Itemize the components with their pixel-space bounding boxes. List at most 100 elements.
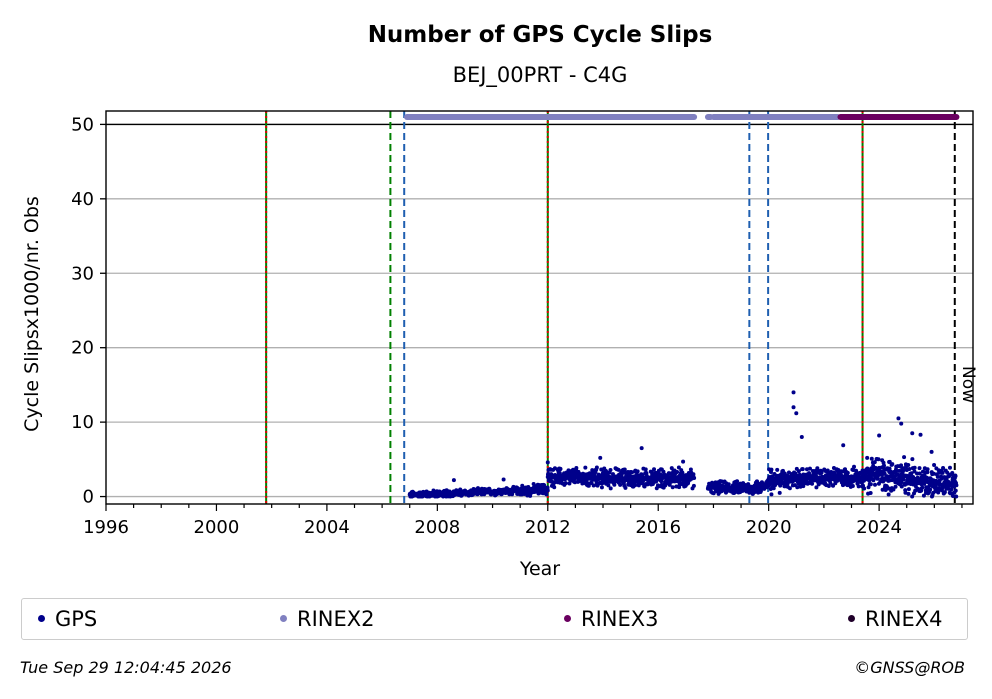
gps-point [931,471,936,476]
gps-point [608,467,613,472]
gps-point [886,492,891,497]
gps-point [558,466,563,471]
gps-point [618,482,623,487]
plot-frame [105,110,974,505]
gps-point [688,467,693,472]
legend-label-gps: GPS [55,607,98,631]
legend-item-rinex2: RINEX2 [280,607,375,631]
chart-title: Number of GPS Cycle Slips [368,22,713,48]
gps-point [950,470,955,475]
gps-point [663,483,668,488]
gps-point [866,485,871,490]
rinex3-marker-icon [564,614,571,622]
gps-point [574,465,579,470]
gps-point [635,469,640,474]
gps-point [947,465,952,470]
gps-point [831,483,836,488]
gps-point [755,479,760,484]
gps-point [954,483,959,488]
gps-point [919,488,924,493]
gps-point [902,455,907,460]
gps-point [873,482,878,487]
gps-outlier-point [918,432,923,437]
x-tick-label: 2024 [856,517,902,538]
gps-point [909,471,914,476]
x-axis-label: Year [519,558,560,580]
gps-point [773,483,778,488]
gps-point [852,464,857,469]
gps-point [890,462,895,467]
gps-point [606,483,611,488]
chart-subtitle: BEJ_00PRT - C4G [453,63,628,88]
gps-point [800,467,805,472]
gps-point [893,484,898,489]
gps-point [804,467,809,472]
gps-point [810,481,815,486]
y-tick-label: 40 [71,189,94,210]
gps-marker-icon [38,614,45,622]
gps-outlier-point [545,460,550,465]
gps-point [901,477,906,482]
gps-point [950,493,955,498]
gps-point [917,466,922,471]
gps-point [932,463,937,468]
gps-point [862,486,867,491]
legend-label-rinex3: RINEX3 [581,607,659,631]
gps-point [599,485,604,490]
gps-point [953,474,958,479]
y-axis-label: Cycle Slipsx1000/nr. Obs [21,196,43,432]
gps-point [775,467,780,472]
legend-label-rinex2: RINEX2 [297,607,375,631]
gps-point [910,457,915,462]
gps-point [910,494,915,499]
gps-point [850,484,855,489]
gps-point [856,484,861,489]
gps-point [586,483,591,488]
x-tick-label: 1996 [83,517,129,538]
gps-point [906,487,911,492]
gps-point [786,470,791,475]
y-tick-label: 30 [71,263,94,284]
rinex4-marker-icon [848,614,855,622]
rinex2-marker-icon [280,614,287,622]
gps-point [787,486,792,491]
x-tick-label: 2000 [194,517,240,538]
gps-point [778,483,783,488]
gps-point [954,494,959,499]
legend-label-rinex4: RINEX4 [865,607,943,631]
gps-point [669,466,674,471]
gps-point [619,472,624,477]
gps-point [953,488,958,493]
x-tick-label: 2012 [525,517,571,538]
x-tick-label: 2004 [304,517,350,538]
gps-outlier-point [791,405,796,410]
gps-outlier-point [501,477,506,482]
gps-point [917,471,922,476]
gps-outlier-point [769,492,774,497]
gps-outlier-point [877,433,882,438]
gps-point [612,482,617,487]
gps-point [899,480,904,485]
gps-point [795,485,800,490]
gps-outlier-point [841,443,846,448]
gps-point [861,478,866,483]
gps-outlier-point [929,449,934,454]
gps-point [921,493,926,498]
gps-outlier-point [451,478,456,483]
gps-point [920,485,925,490]
gps-point [633,483,638,488]
gps-outlier-point [799,435,804,440]
gps-point [622,470,627,475]
gps-point [652,467,657,472]
gps-point [670,485,675,490]
y-tick-label: 20 [71,338,94,359]
gps-point [928,487,933,492]
gps-point [801,484,806,489]
gps-point [796,469,801,474]
gps-point [942,490,947,495]
now-label: Now [958,366,978,403]
gps-point [691,483,696,488]
footer-credit: ©GNSS@ROB [854,658,965,677]
gps-outlier-point [791,390,796,395]
gps-point [882,471,887,476]
